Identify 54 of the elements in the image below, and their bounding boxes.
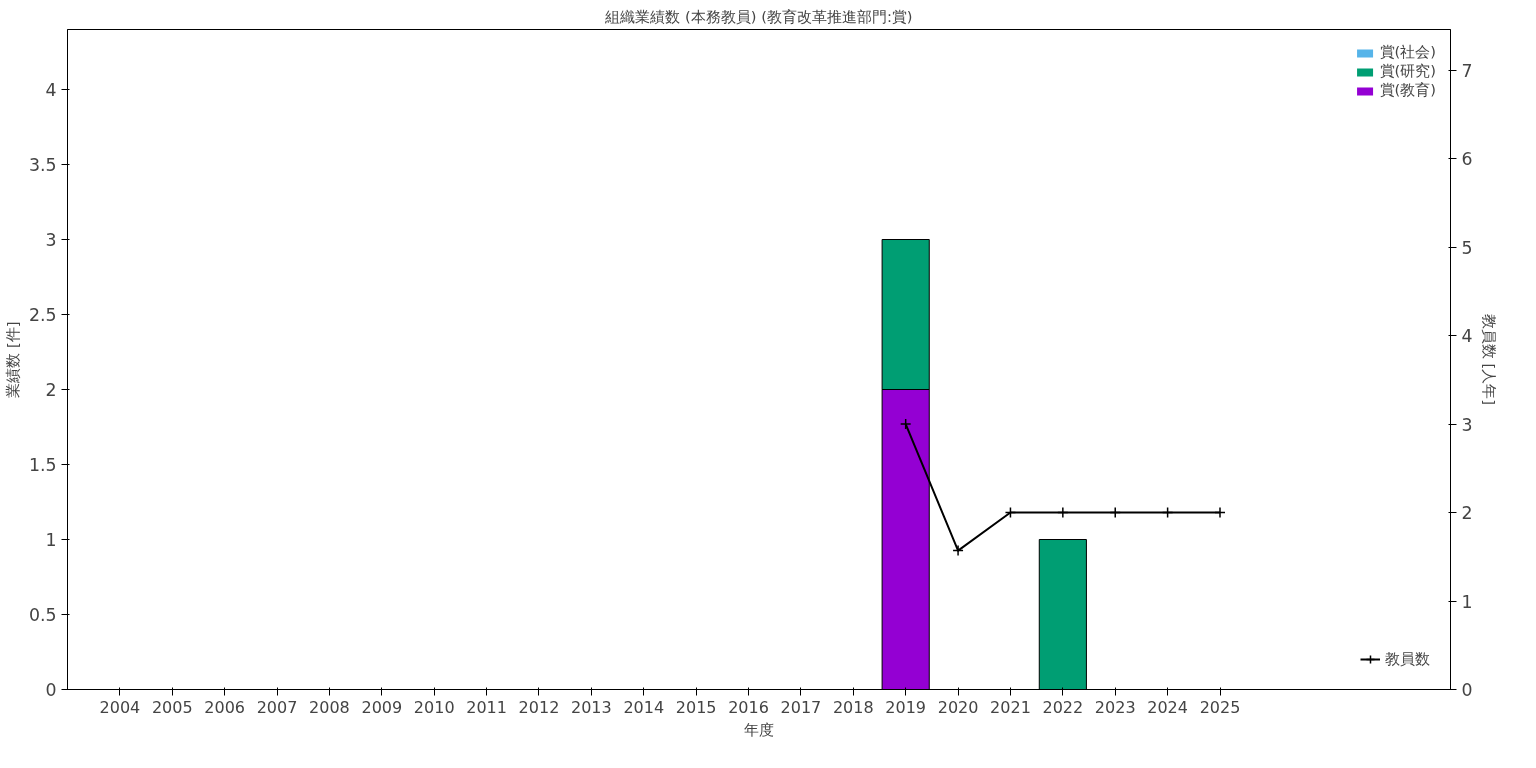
x-tick-label: 2013: [571, 697, 612, 717]
y2-axis-title: 教員数 [人年]: [1480, 313, 1498, 406]
y-tick-label: 2.5: [28, 305, 57, 325]
x-tick-label: 2021: [990, 697, 1031, 717]
x-tick-label: 2018: [832, 697, 874, 717]
x-tick-label: 2008: [309, 697, 350, 717]
x-tick-label: 2011: [466, 697, 507, 717]
x-tick-label: 2025: [1199, 697, 1241, 717]
chart-title: 組織業績数 (本務教員) (教育改革推進部門:賞): [604, 7, 913, 25]
point: [899, 418, 912, 430]
point: [1109, 506, 1121, 519]
point: [1161, 506, 1174, 519]
y2-tick-label: 7: [1461, 60, 1473, 81]
x-tick-label: 2014: [623, 697, 665, 717]
legend-label: 賞(社会): [1379, 43, 1436, 62]
x-axis-title: 年度: [744, 720, 774, 738]
point: [1214, 506, 1226, 519]
x-tick-label: 2023: [1094, 697, 1136, 717]
x-tick-label: 2006: [204, 697, 246, 717]
x-tick-label: 2024: [1147, 697, 1188, 717]
legend-label: 賞(教育): [1379, 81, 1436, 100]
x-tick-label: 2010: [413, 697, 455, 717]
legend-label: 教員数: [1385, 649, 1430, 669]
x-tick-label: 2004: [99, 697, 141, 717]
y-tick-label: 0.5: [28, 605, 57, 625]
y-tick-label: 1: [45, 530, 57, 550]
y2-tick-label: 1: [1461, 591, 1473, 612]
x-tick-label: 2007: [256, 697, 298, 717]
y-tick-label: 2: [45, 380, 57, 400]
y2-tick-label: 6: [1461, 149, 1473, 170]
y2-tick-label: 3: [1461, 414, 1473, 435]
y-tick-label: 0: [45, 680, 57, 700]
y-axis-title: 業績数 [件]: [3, 321, 21, 398]
x-tick-label: 2017: [780, 697, 822, 717]
y-tick-label: 4: [45, 80, 57, 100]
point: [952, 544, 964, 557]
y2-tick-label: 5: [1461, 237, 1473, 258]
y-tick-label: 3.5: [28, 155, 57, 175]
y2-tick-label: 2: [1461, 503, 1473, 524]
x-tick-label: 2005: [151, 697, 193, 717]
y2-tick-label: 4: [1461, 326, 1473, 347]
x-tick-label: 2015: [675, 697, 717, 717]
x-tick-label: 2012: [518, 697, 560, 717]
point: [1004, 506, 1017, 519]
y-tick-label: 3: [45, 230, 57, 250]
x-tick-label: 2022: [1042, 697, 1084, 717]
legend-label: 賞(研究): [1379, 62, 1436, 81]
x-tick-label: 2020: [937, 697, 979, 717]
x-tick-label: 2009: [361, 697, 403, 717]
y2-tick-label: 0: [1461, 680, 1473, 700]
x-tick-label: 2019: [885, 697, 927, 717]
point: [1057, 506, 1069, 519]
x-tick-label: 2016: [728, 697, 769, 717]
y-tick-label: 1.5: [28, 455, 57, 475]
